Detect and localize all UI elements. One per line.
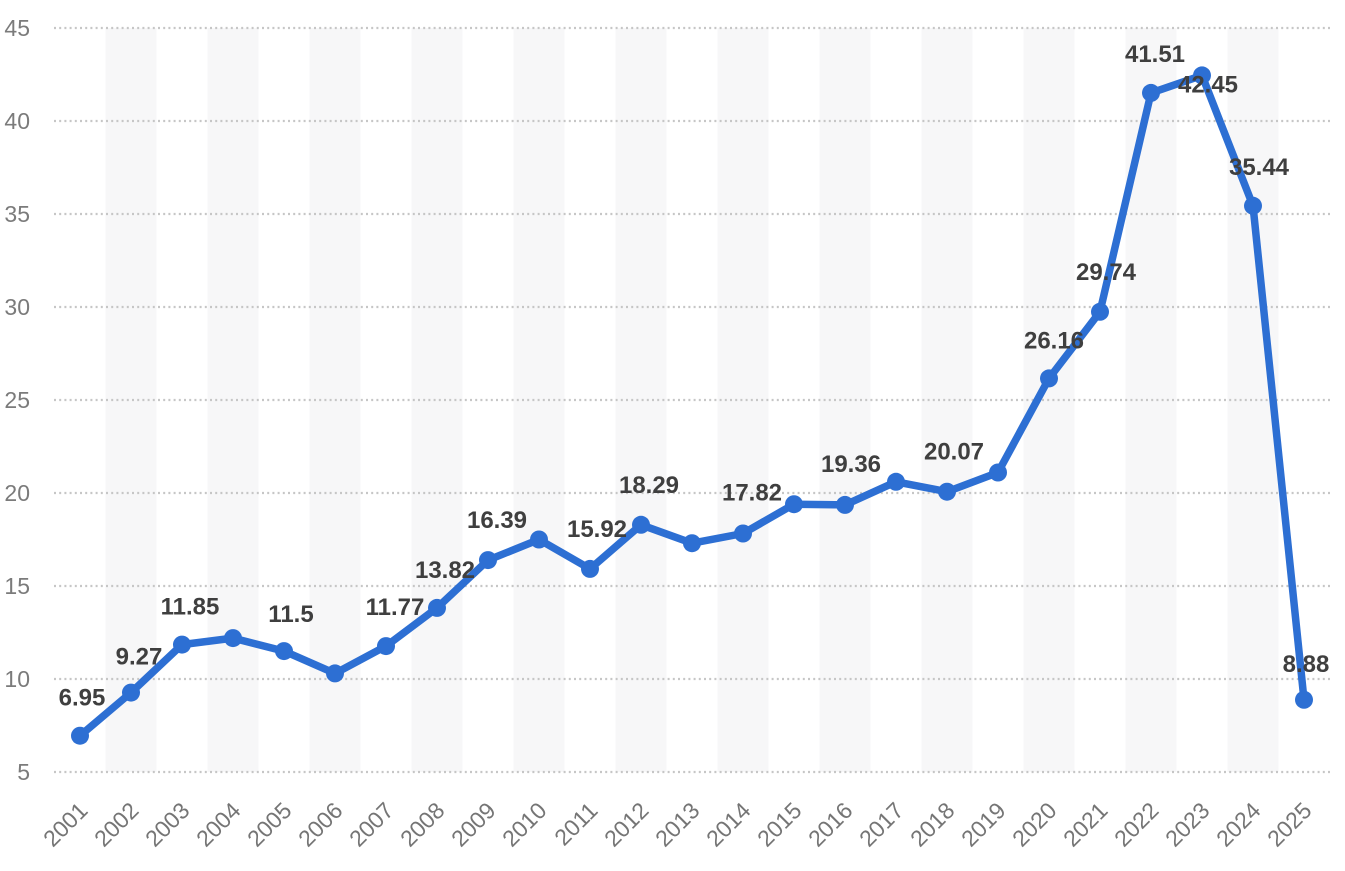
data-label-2008: 13.82 — [415, 557, 475, 584]
data-point-2013[interactable] — [683, 534, 701, 553]
data-point-2020[interactable] — [1040, 369, 1058, 388]
data-label-2021: 29.74 — [1076, 259, 1137, 286]
data-point-2005[interactable] — [275, 642, 293, 661]
data-point-2012[interactable] — [632, 515, 650, 534]
data-point-2015[interactable] — [785, 495, 803, 514]
data-label-2023: 42.45 — [1178, 71, 1238, 98]
data-point-2001[interactable] — [71, 726, 89, 745]
y-axis-tick-label: 25 — [4, 387, 30, 413]
y-axis-tick-label: 45 — [4, 15, 30, 41]
data-label-2001: 6.95 — [59, 685, 106, 712]
data-point-2018[interactable] — [938, 482, 956, 501]
y-axis-tick-label: 30 — [4, 294, 30, 320]
data-label-2003: 11.85 — [161, 594, 220, 621]
data-label-2014: 17.82 — [722, 480, 782, 507]
data-point-2021[interactable] — [1091, 302, 1109, 321]
data-point-2023[interactable] — [1193, 66, 1211, 85]
data-point-2004[interactable] — [224, 629, 242, 648]
data-point-2007[interactable] — [377, 637, 395, 656]
y-axis-tick-label: 15 — [4, 573, 30, 599]
data-point-2009[interactable] — [479, 551, 497, 570]
data-point-2017[interactable] — [887, 472, 905, 491]
y-axis-tick-label: 20 — [4, 480, 30, 506]
data-point-2006[interactable] — [326, 664, 344, 683]
data-point-2008[interactable] — [428, 598, 446, 617]
data-point-2019[interactable] — [989, 463, 1007, 482]
data-label-2012: 18.29 — [619, 472, 679, 499]
data-point-2010[interactable] — [530, 530, 548, 549]
y-axis-tick-label: 35 — [4, 201, 30, 227]
y-axis-tick-label: 40 — [4, 108, 30, 134]
data-point-2002[interactable] — [122, 683, 140, 702]
y-axis-tick-label: 10 — [4, 666, 30, 692]
data-label-2005: 11.5 — [268, 601, 313, 628]
data-label-2025: 8.88 — [1283, 651, 1330, 678]
data-point-2011[interactable] — [581, 559, 599, 578]
data-point-2022[interactable] — [1142, 83, 1160, 102]
data-label-2011: 15.92 — [567, 516, 627, 543]
data-label-2007: 11.77 — [366, 594, 425, 621]
data-label-2002: 9.27 — [116, 644, 163, 671]
data-label-2018: 20.07 — [924, 439, 984, 466]
data-label-2024: 35.44 — [1229, 154, 1290, 181]
data-point-2014[interactable] — [734, 524, 752, 543]
data-label-2016: 19.36 — [821, 451, 881, 478]
data-label-2022: 41.51 — [1125, 41, 1185, 68]
data-point-2016[interactable] — [836, 495, 854, 514]
data-label-2009: 16.39 — [467, 507, 527, 534]
data-point-2003[interactable] — [173, 635, 191, 654]
data-label-2020: 26.16 — [1024, 327, 1084, 354]
plot-band-2022 — [1125, 28, 1177, 772]
data-point-2025[interactable] — [1295, 690, 1313, 709]
data-point-2024[interactable] — [1244, 196, 1262, 215]
plot-band-2004 — [207, 28, 259, 772]
y-axis-tick-label: 5 — [17, 759, 30, 785]
